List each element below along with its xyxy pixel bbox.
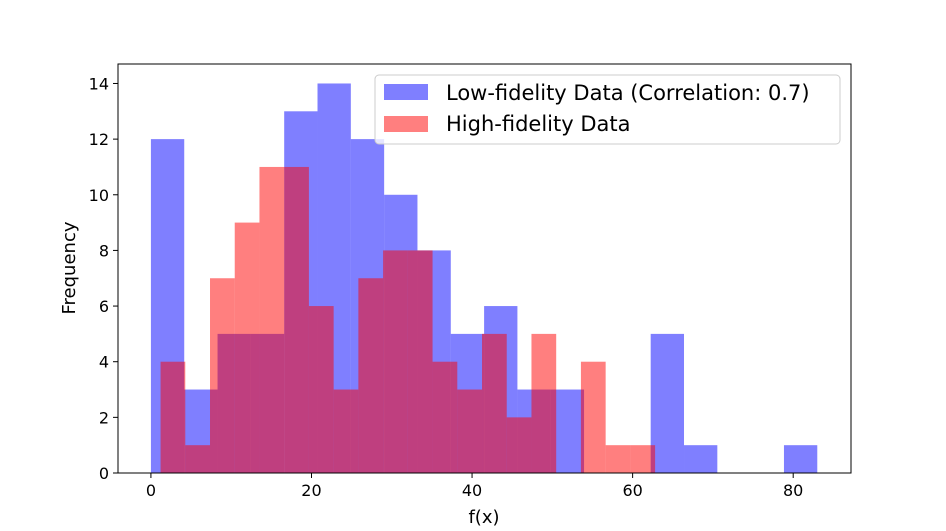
bar-high-fidelity-bin-17 — [580, 361, 606, 473]
bars-layer — [150, 83, 818, 474]
legend-swatch-high-fidelity — [384, 116, 428, 132]
x-tick-label: 20 — [301, 481, 321, 500]
y-tick-label: 0 — [99, 464, 109, 483]
bar-low-fidelity-bin-12 — [550, 389, 585, 473]
plot-frame — [117, 63, 852, 474]
bar-high-fidelity-bin-15 — [531, 333, 557, 473]
x-axis-ticks: 0 20 40 60 80 — [146, 473, 803, 500]
bar-high-fidelity-bin-10 — [407, 250, 433, 473]
x-axis-label: f(x) — [468, 507, 499, 528]
y-tick-label: 10 — [89, 186, 109, 205]
y-tick-label: 12 — [89, 130, 109, 149]
bar-low-fidelity-bin-16 — [684, 445, 718, 473]
bar-low-fidelity-bin-15 — [650, 333, 685, 473]
x-tick-label: 80 — [783, 481, 803, 500]
y-tick-label: 14 — [89, 74, 109, 93]
y-tick-label: 4 — [99, 353, 109, 372]
bar-high-fidelity-bin-2 — [210, 278, 235, 473]
bar-high-fidelity-bin-3 — [234, 222, 260, 473]
bar-high-fidelity-bin-14 — [506, 417, 532, 473]
bar-high-fidelity-bin-6 — [308, 306, 334, 473]
y-axis-ticks: 0 2 4 6 8 10 12 14 — [89, 74, 118, 483]
bar-high-fidelity-bin-7 — [333, 389, 359, 473]
bar-high-fidelity-bin-5 — [284, 166, 309, 474]
bar-high-fidelity-bin-8 — [358, 278, 384, 473]
legend-label-high-fidelity: High-fidelity Data — [446, 112, 630, 136]
y-tick-label: 8 — [99, 241, 109, 260]
bar-high-fidelity-bin-19 — [630, 445, 656, 473]
bar-high-fidelity-bin-4 — [259, 166, 285, 474]
y-tick-label: 6 — [99, 297, 109, 316]
x-tick-label: 40 — [462, 481, 482, 500]
legend-label-low-fidelity: Low-fidelity Data (Correlation: 0.7) — [446, 81, 810, 105]
bar-high-fidelity-bin-0 — [160, 361, 186, 473]
bar-low-fidelity-bin-19 — [783, 445, 818, 473]
x-tick-label: 60 — [622, 481, 642, 500]
bar-high-fidelity-bin-18 — [605, 445, 631, 473]
bar-high-fidelity-bin-11 — [432, 361, 458, 473]
legend-frame — [374, 74, 841, 145]
bar-high-fidelity-bin-9 — [383, 250, 408, 473]
bar-high-fidelity-bin-12 — [457, 389, 483, 473]
bar-high-fidelity-bin-1 — [185, 445, 211, 473]
y-axis-label: Frequency — [59, 221, 80, 314]
legend-swatch-low-fidelity — [384, 84, 428, 100]
bar-high-fidelity-bin-13 — [482, 333, 507, 473]
legend: Low-fidelity Data (Correlation: 0.7) Hig… — [374, 74, 841, 145]
y-tick-label: 2 — [99, 408, 109, 427]
x-tick-label: 0 — [146, 481, 156, 500]
